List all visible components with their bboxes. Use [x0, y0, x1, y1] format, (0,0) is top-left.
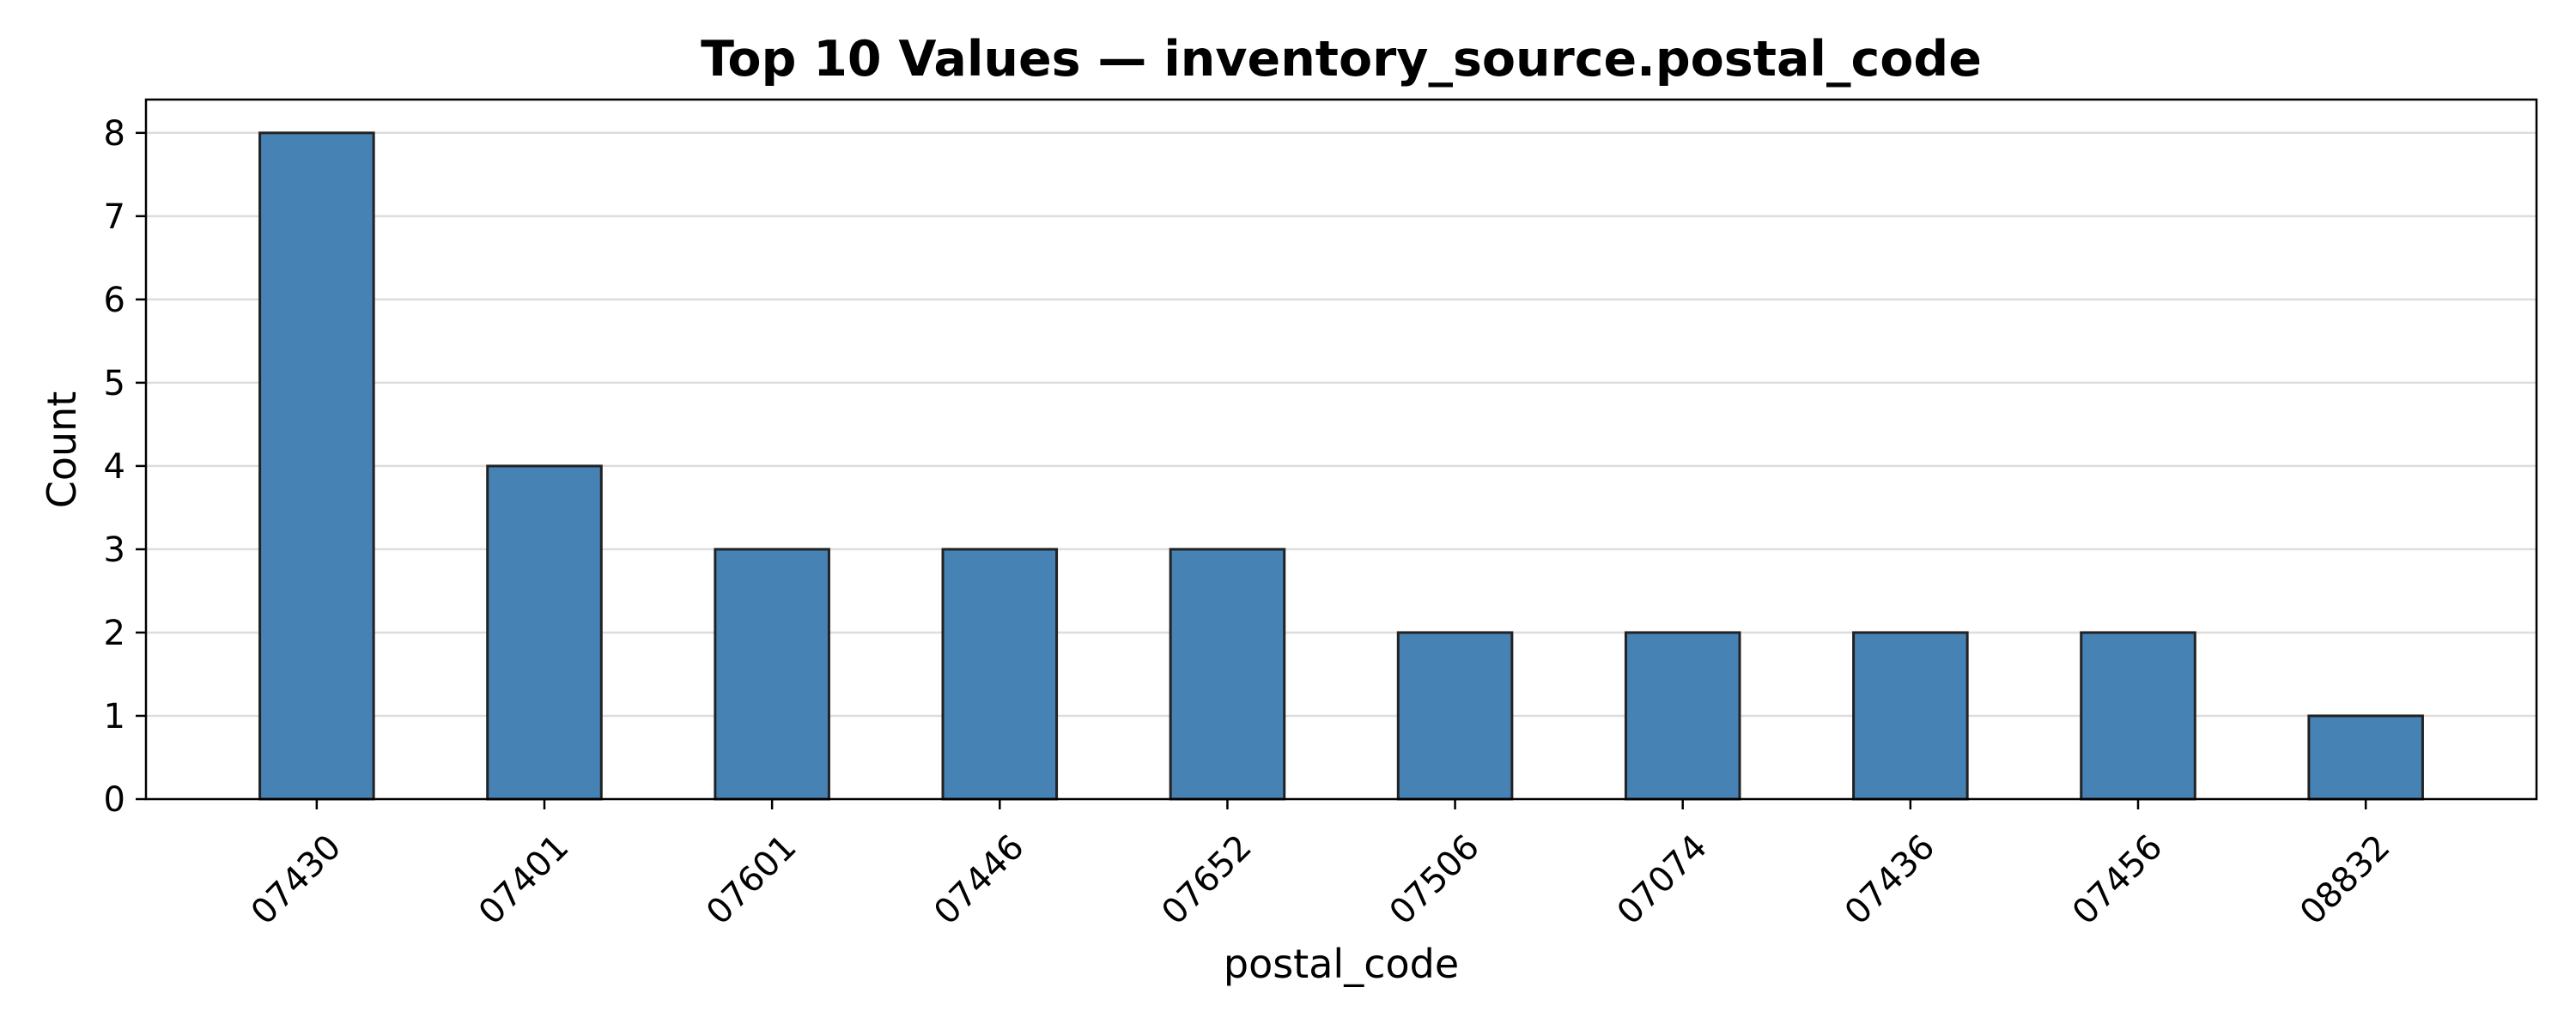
- x-axis-label: postal_code: [1224, 941, 1459, 987]
- bar-08832: [2307, 714, 2424, 801]
- x-tick-label: 07436: [1838, 827, 1943, 933]
- x-tick-label: 08832: [2293, 827, 2398, 933]
- x-tick-label: 07430: [244, 827, 349, 933]
- x-axis: 07430 07401 07601 07446 07652 07506 07074 07436…: [244, 799, 2398, 932]
- x-tick-label: 07456: [2065, 827, 2171, 933]
- bar-07074: [1624, 631, 1741, 801]
- x-tick-label: 07652: [1154, 827, 1260, 933]
- x-tick-label: 07074: [1610, 827, 1716, 933]
- y-tick-label: 5: [104, 364, 125, 403]
- x-tick-label: 07506: [1382, 827, 1487, 933]
- bar-07456: [2080, 631, 2196, 801]
- y-tick-label: 0: [104, 780, 125, 820]
- y-tick-label: 2: [104, 614, 125, 653]
- y-tick-label: 8: [104, 114, 125, 154]
- bar-07446: [941, 548, 1059, 801]
- x-tick-label: 07601: [699, 827, 805, 933]
- bar-07506: [1396, 631, 1514, 801]
- bar-07601: [714, 548, 830, 801]
- y-axis: 0 1 2 3 4 5 6 7 8: [104, 114, 146, 820]
- x-tick-label: 07446: [927, 827, 1032, 933]
- y-tick-label: 3: [104, 530, 125, 570]
- y-tick-label: 6: [104, 281, 125, 320]
- y-tick-label: 1: [104, 697, 125, 736]
- bar-07652: [1169, 548, 1286, 801]
- bars: [258, 131, 2424, 801]
- plot-frame: [144, 98, 2538, 801]
- y-axis-label: Count: [39, 391, 85, 509]
- chart-title: Top 10 Values — inventory_source.postal_…: [701, 31, 1982, 88]
- x-tick-label: 07401: [471, 827, 577, 933]
- y-tick-label: 7: [104, 197, 125, 237]
- bar-07401: [486, 464, 603, 801]
- bar-07436: [1852, 631, 1969, 801]
- y-tick-label: 4: [104, 447, 125, 487]
- bar-07430: [258, 131, 375, 801]
